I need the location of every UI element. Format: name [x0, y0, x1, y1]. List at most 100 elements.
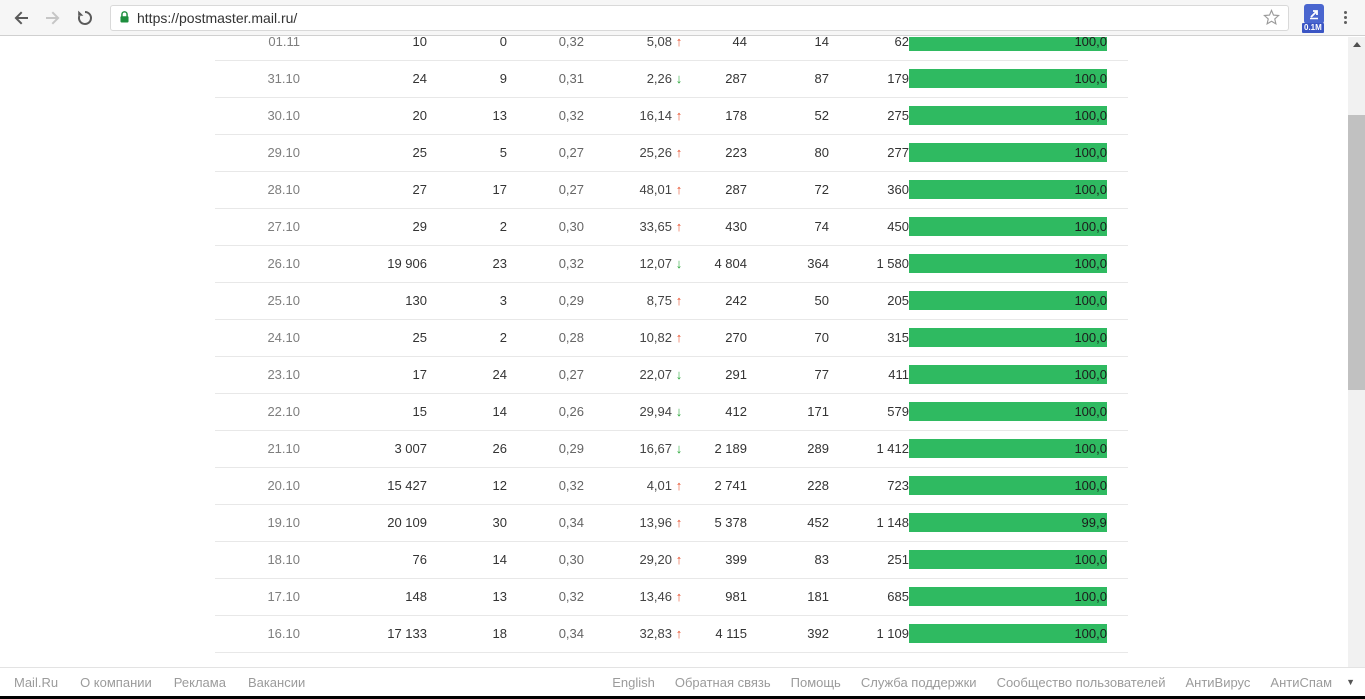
percent-value: 10,82	[639, 330, 672, 345]
trend-up-icon: ↑	[675, 219, 683, 234]
forward-icon	[46, 11, 60, 24]
delivery-rate-bar: 100,0	[909, 624, 1107, 643]
table-cell: 23	[427, 245, 507, 283]
table-cell: 242	[686, 282, 747, 320]
table-cell: 4,01 ↑	[584, 467, 686, 505]
delivery-rate-bar: 100,0	[909, 37, 1107, 51]
footer-link[interactable]: Вакансии	[247, 674, 306, 690]
footer-link[interactable]: Помощь	[790, 674, 841, 690]
table-cell: 32,83 ↑	[584, 615, 686, 653]
back-button[interactable]	[8, 5, 34, 31]
table-cell: 16,14 ↑	[584, 97, 686, 135]
table-cell: 2	[427, 208, 507, 246]
table-cell: 399	[686, 541, 747, 579]
table-cell: 0,34	[507, 504, 584, 542]
bookmark-star-icon[interactable]	[1263, 9, 1280, 26]
scrollbar-thumb[interactable]	[1348, 115, 1365, 390]
footer-link[interactable]: АнтиСпам	[1270, 674, 1333, 690]
chrome-menu-button[interactable]	[1333, 5, 1357, 31]
table-cell: 1 148	[829, 504, 909, 542]
table-cell: 17	[427, 171, 507, 209]
table-cell: 270	[686, 319, 747, 357]
table-cell: 5 378	[686, 504, 747, 542]
delivery-rate-bar: 100,0	[909, 143, 1107, 162]
footer-link[interactable]: Mail.Ru	[14, 674, 59, 690]
table-cell: 2 189	[686, 430, 747, 468]
table-cell: 100,0	[909, 37, 1128, 61]
extension-button[interactable]: 0.1M	[1301, 3, 1327, 33]
percent-value: 29,94	[639, 404, 672, 419]
page-footer: Mail.Ru О компании Реклама Вакансии English…	[0, 667, 1365, 696]
trend-down-icon: ↓	[675, 441, 683, 456]
table-cell: 179	[829, 60, 909, 98]
table-cell: 2,26 ↓	[584, 60, 686, 98]
table-cell: 205	[829, 282, 909, 320]
url-text[interactable]: https://postmaster.mail.ru/	[137, 9, 298, 26]
table-cell: 5,08 ↑	[584, 37, 686, 61]
delivery-rate-bar: 100,0	[909, 69, 1107, 88]
table-cell: 0,27	[507, 356, 584, 394]
table-cell: 315	[829, 319, 909, 357]
forward-button[interactable]	[40, 5, 66, 31]
table-cell: 0,34	[507, 615, 584, 653]
table-row: 25.10 130 3 0,29 8,75 ↑ 242 50 205 100,0	[215, 282, 1128, 320]
table-cell: 0,32	[507, 578, 584, 616]
table-cell: 20.10	[215, 467, 300, 505]
table-cell: 16.10	[215, 615, 300, 653]
table-cell: 17.10	[215, 578, 300, 616]
table-cell: 3	[427, 282, 507, 320]
table-row: 22.10 15 14 0,26 29,94 ↓ 412 171 579 100,0	[215, 393, 1128, 431]
percent-value: 48,01	[639, 182, 672, 197]
table-cell: 18	[427, 615, 507, 653]
percent-value: 8,75	[646, 293, 672, 308]
reload-button[interactable]	[72, 5, 98, 31]
table-row: 23.10 17 24 0,27 22,07 ↓ 291 77 411 100,0	[215, 356, 1128, 394]
delivery-rate-bar: 100,0	[909, 254, 1107, 273]
table-cell: 100,0	[909, 134, 1128, 172]
trend-up-icon: ↑	[675, 626, 683, 641]
footer-link[interactable]: АнтиВирус	[1185, 674, 1251, 690]
footer-link[interactable]: English	[612, 674, 655, 690]
menu-dot	[1343, 21, 1347, 24]
table-cell: 74	[747, 208, 829, 246]
trend-up-icon: ↑	[675, 145, 683, 160]
table-cell: 5	[427, 134, 507, 172]
table-cell: 0,29	[507, 430, 584, 468]
table-cell: 30.10	[215, 97, 300, 135]
table-cell: 13	[427, 97, 507, 135]
footer-more-caret-icon[interactable]: ▼	[1346, 677, 1355, 687]
table-cell: 62	[829, 37, 909, 61]
table-cell: 0,31	[507, 60, 584, 98]
stats-table-viewport: 01.11 10 0 0,32 5,08 ↑ 44 14 62 100,0 31.10 24 9 0,31…	[0, 37, 1348, 668]
table-cell: 15	[300, 393, 427, 431]
table-row: 17.10 148 13 0,32 13,46 ↑ 981 181 685 100,0	[215, 578, 1128, 616]
footer-link[interactable]: Обратная связь	[674, 674, 771, 690]
trend-down-icon: ↓	[675, 404, 683, 419]
https-lock-icon[interactable]	[119, 10, 130, 25]
footer-links-left: Mail.Ru О компании Реклама Вакансии	[14, 675, 327, 690]
footer-link[interactable]: О компании	[80, 674, 152, 690]
table-cell: 100,0	[909, 97, 1128, 135]
table-cell: 392	[747, 615, 829, 653]
table-cell: 14	[747, 37, 829, 61]
scrollbar-up-arrow[interactable]	[1348, 37, 1365, 51]
delivery-rate-bar: 100,0	[909, 402, 1107, 421]
percent-value: 29,20	[639, 552, 672, 567]
table-cell: 30	[427, 504, 507, 542]
table-cell: 31.10	[215, 60, 300, 98]
delivery-rate-bar: 100,0	[909, 550, 1107, 569]
table-cell: 223	[686, 134, 747, 172]
footer-link[interactable]: Служба поддержки	[860, 674, 977, 690]
table-cell: 17 133	[300, 615, 427, 653]
footer-link[interactable]: Сообщество пользователей	[996, 674, 1166, 690]
delivery-rate-bar: 100,0	[909, 180, 1107, 199]
table-cell: 25	[300, 319, 427, 357]
vertical-scrollbar[interactable]	[1348, 37, 1365, 696]
trend-down-icon: ↓	[675, 71, 683, 86]
footer-link[interactable]: Реклама	[173, 674, 226, 690]
table-cell: 20	[300, 97, 427, 135]
footer-links-right: English Обратная связь Помощь Служба поддер…	[592, 675, 1355, 690]
trend-up-icon: ↑	[675, 182, 683, 197]
table-row: 18.10 76 14 0,30 29,20 ↑ 399 83 251 100,0	[215, 541, 1128, 579]
address-bar[interactable]: https://postmaster.mail.ru/	[110, 4, 1289, 31]
